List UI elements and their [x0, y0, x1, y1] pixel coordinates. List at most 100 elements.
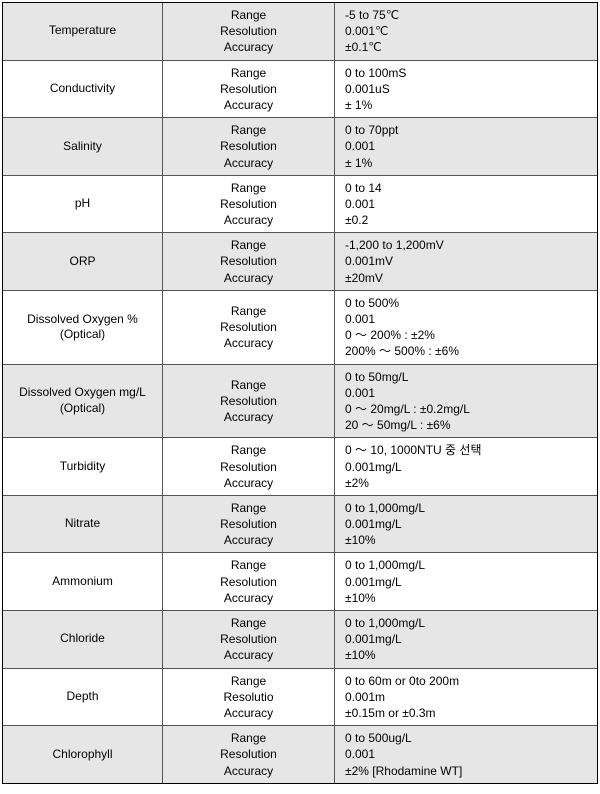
spec-labels: RangeResolutioAccuracy: [163, 669, 335, 726]
spec-labels: RangeResolutionAccuracy: [163, 61, 335, 118]
spec-values: 0 ～ 10, 1000NTU 중 선택0.001mg/L±2%: [335, 438, 597, 495]
spec-value: ±0.15m or ±0.3m: [345, 705, 587, 721]
spec-label: Range: [231, 615, 266, 631]
spec-values: 0 to 50mg/L0.0010 ～ 20mg/L : ±0.2mg/L20 …: [335, 365, 597, 438]
spec-label: Range: [231, 730, 266, 746]
spec-values: 0 to 500ug/L0.001±2% [Rhodamine WT]: [335, 726, 597, 783]
param-name: pH: [3, 176, 163, 233]
spec-label: Resolution: [220, 319, 277, 335]
spec-value: ±2%: [345, 475, 587, 491]
spec-values: 0 to 70ppt0.001± 1%: [335, 118, 597, 175]
spec-values: 0 to 100mS0.001uS± 1%: [335, 61, 597, 118]
spec-label: Resolution: [220, 253, 277, 269]
spec-label: Range: [231, 65, 266, 81]
param-name: Depth: [3, 669, 163, 726]
spec-value: 0 ～ 20mg/L : ±0.2mg/L: [345, 401, 587, 417]
spec-value: 0.001: [345, 138, 587, 154]
param-name: Chloride: [3, 611, 163, 668]
spec-value: ±0.1℃: [345, 39, 587, 55]
table-row: TurbidityRangeResolutionAccuracy0 ～ 10, …: [3, 438, 597, 496]
spec-value: ±10%: [345, 647, 587, 663]
table-row: DepthRangeResolutioAccuracy0 to 60m or 0…: [3, 669, 597, 727]
table-row: SalinityRangeResolutionAccuracy0 to 70pp…: [3, 118, 597, 176]
spec-label: Range: [231, 442, 266, 458]
spec-value: 0 ～ 200% : ±2%: [345, 327, 587, 343]
spec-label: Range: [231, 122, 266, 138]
spec-value: 0 to 500%: [345, 295, 587, 311]
spec-value: ± 1%: [345, 155, 587, 171]
spec-value: 0 to 70ppt: [345, 122, 587, 138]
spec-value: ±10%: [345, 532, 587, 548]
spec-label: Accuracy: [224, 270, 273, 286]
param-name: Nitrate: [3, 496, 163, 553]
spec-label: Accuracy: [224, 335, 273, 351]
spec-value: 0 to 14: [345, 180, 587, 196]
spec-label: Accuracy: [224, 155, 273, 171]
spec-label: Accuracy: [224, 39, 273, 55]
param-name: Chlorophyll: [3, 726, 163, 783]
spec-value: ± 1%: [345, 97, 587, 113]
spec-value: ±20mV: [345, 270, 587, 286]
spec-values: -1,200 to 1,200mV0.001mV±20mV: [335, 233, 597, 290]
table-row: ORPRangeResolutionAccuracy-1,200 to 1,20…: [3, 233, 597, 291]
table-row: pHRangeResolutionAccuracy0 to 140.001±0.…: [3, 176, 597, 234]
spec-value: 0.001: [345, 196, 587, 212]
spec-labels: RangeResolutionAccuracy: [163, 438, 335, 495]
spec-value: 0.001: [345, 311, 587, 327]
spec-labels: RangeResolutionAccuracy: [163, 291, 335, 364]
table-row: ChlorideRangeResolutionAccuracy0 to 1,00…: [3, 611, 597, 669]
spec-label: Range: [231, 303, 266, 319]
spec-value: 0 to 1,000mg/L: [345, 557, 587, 573]
spec-labels: RangeResolutionAccuracy: [163, 118, 335, 175]
param-name: Turbidity: [3, 438, 163, 495]
spec-value: 0.001mV: [345, 253, 587, 269]
spec-label: Resolution: [220, 746, 277, 762]
spec-value: 0 to 50mg/L: [345, 369, 587, 385]
spec-value: 0.001: [345, 385, 587, 401]
spec-label: Resolution: [220, 138, 277, 154]
param-name: Dissolved Oxygen %(Optical): [3, 291, 163, 364]
spec-value: 0 to 1,000mg/L: [345, 500, 587, 516]
spec-label: Accuracy: [224, 532, 273, 548]
spec-label: Resolution: [220, 196, 277, 212]
spec-value: 0.001mg/L: [345, 631, 587, 647]
spec-label: Resolution: [220, 393, 277, 409]
spec-labels: RangeResolutionAccuracy: [163, 176, 335, 233]
spec-label: Accuracy: [224, 763, 273, 779]
spec-label: Range: [231, 377, 266, 393]
spec-label: Accuracy: [224, 409, 273, 425]
spec-label: Resolution: [220, 516, 277, 532]
param-name: ORP: [3, 233, 163, 290]
spec-label: Accuracy: [224, 212, 273, 228]
spec-value: 0 to 500ug/L: [345, 730, 587, 746]
spec-label: Resolutio: [223, 689, 273, 705]
spec-labels: RangeResolutionAccuracy: [163, 726, 335, 783]
spec-values: -5 to 75℃0.001℃±0.1℃: [335, 3, 597, 60]
spec-labels: RangeResolutionAccuracy: [163, 233, 335, 290]
spec-value: 0.001mg/L: [345, 574, 587, 590]
spec-label: Resolution: [220, 81, 277, 97]
table-row: Dissolved Oxygen mg/L(Optical)RangeResol…: [3, 365, 597, 439]
param-name: Ammonium: [3, 553, 163, 610]
spec-value: 0.001mg/L: [345, 459, 587, 475]
spec-label: Accuracy: [224, 590, 273, 606]
spec-value: 0 to 100mS: [345, 65, 587, 81]
spec-values: 0 to 1,000mg/L0.001mg/L±10%: [335, 496, 597, 553]
spec-value: 20 ～ 50mg/L : ±6%: [345, 417, 587, 433]
table-row: ChlorophyllRangeResolutionAccuracy0 to 5…: [3, 726, 597, 783]
spec-value: 0.001: [345, 746, 587, 762]
param-name: Temperature: [3, 3, 163, 60]
spec-value: ±10%: [345, 590, 587, 606]
spec-value: 0.001℃: [345, 23, 587, 39]
param-name: Dissolved Oxygen mg/L(Optical): [3, 365, 163, 438]
table-row: TemperatureRangeResolutionAccuracy-5 to …: [3, 3, 597, 61]
spec-value: 0 ～ 10, 1000NTU 중 선택: [345, 442, 587, 458]
spec-label: Resolution: [220, 23, 277, 39]
spec-label: Range: [231, 500, 266, 516]
spec-labels: RangeResolutionAccuracy: [163, 553, 335, 610]
spec-label: Accuracy: [224, 705, 273, 721]
spec-label: Accuracy: [224, 475, 273, 491]
spec-labels: RangeResolutionAccuracy: [163, 365, 335, 438]
spec-label: Range: [231, 557, 266, 573]
spec-table: TemperatureRangeResolutionAccuracy-5 to …: [2, 2, 598, 784]
